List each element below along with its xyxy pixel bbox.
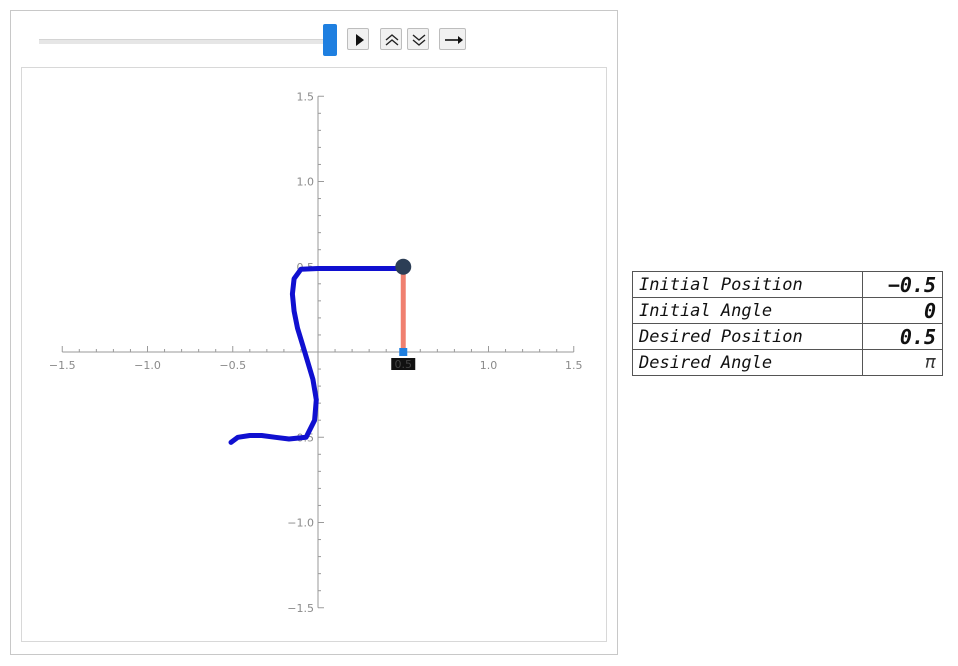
param-value: −0.5 <box>862 271 943 298</box>
right-arrow-icon <box>445 36 463 44</box>
param-value: 0 <box>862 297 943 324</box>
param-row: Initial Position −0.5 <box>632 271 943 298</box>
param-value: π <box>862 349 943 376</box>
cart-pendulum-plot: −1.5 −1.0 −0.5 1.0 1.51.51.00.5−0.5−1.0−1.5 … <box>49 90 583 615</box>
time-slider-track[interactable] <box>39 39 329 44</box>
parameters-table: Initial Position −0.5 Initial Angle 0 De… <box>632 271 943 376</box>
trajectory-path <box>228 266 406 445</box>
plot-frame: −1.5 −1.0 −0.5 1.0 1.5 1.5 1.0 0.5 −0.5 −1.0 −1.5 … <box>21 67 607 642</box>
y-tick-label: 1.5 <box>297 90 315 103</box>
play-icon <box>356 34 364 46</box>
x-tick-label: −1.0 <box>134 359 161 372</box>
cart-position-label: 0.5 <box>395 358 413 371</box>
double-chevron-down-icon <box>412 34 426 46</box>
param-name: Initial Angle <box>632 297 863 324</box>
x-tick-label: −0.5 <box>219 359 246 372</box>
param-name: Desired Position <box>632 323 863 350</box>
axes: −1.5 −1.0 −0.5 1.0 1.51.51.00.5−0.5−1.0−1.5 <box>49 90 583 615</box>
slower-button[interactable] <box>407 28 429 50</box>
double-chevron-up-icon <box>385 34 399 46</box>
x-tick-label: −1.5 <box>49 359 76 372</box>
play-button[interactable] <box>347 28 369 50</box>
param-row: Desired Position 0.5 <box>632 323 943 350</box>
param-row: Initial Angle 0 <box>632 297 943 324</box>
animation-controls <box>11 11 617 69</box>
time-slider-thumb[interactable] <box>323 24 337 56</box>
x-tick-label: 1.0 <box>480 359 498 372</box>
y-tick-label: −1.5 <box>287 602 314 615</box>
param-value: 0.5 <box>862 323 943 350</box>
faster-button[interactable] <box>380 28 402 50</box>
param-name: Initial Position <box>632 271 863 298</box>
cart-marker <box>399 348 408 356</box>
param-name: Desired Angle <box>632 349 863 376</box>
cart-label-background <box>391 358 416 370</box>
y-tick-label: 1.0 <box>297 176 315 189</box>
y-tick-label: −1.0 <box>287 517 314 530</box>
param-row: Desired Angle π <box>632 349 943 376</box>
direction-button[interactable] <box>439 28 466 50</box>
x-tick-label: 1.5 <box>565 359 583 372</box>
pendulum-bob <box>395 258 412 275</box>
manipulate-panel: −1.5 −1.0 −0.5 1.0 1.5 1.5 1.0 0.5 −0.5 −1.0 −1.5 … <box>10 10 618 655</box>
